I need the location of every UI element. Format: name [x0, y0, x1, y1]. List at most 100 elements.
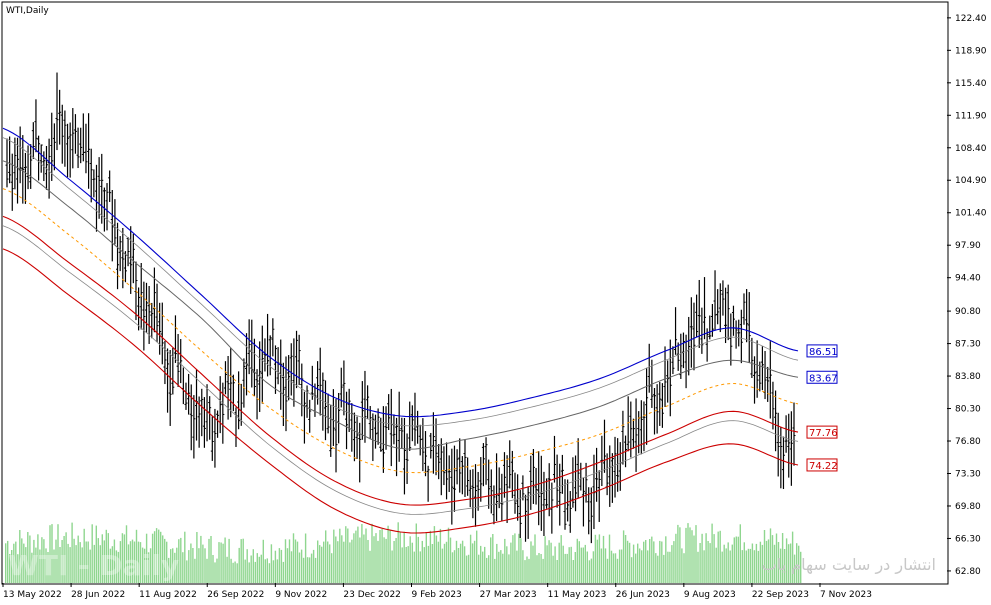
price-bar [97, 157, 101, 219]
price-bar [395, 417, 399, 477]
volume-bar [359, 537, 361, 583]
price-bar [729, 313, 733, 366]
price-bar [660, 383, 664, 428]
price-bar [626, 396, 630, 452]
volume-bar [737, 536, 739, 583]
price-bar [552, 435, 556, 483]
volume-bar [274, 550, 277, 583]
volume-bar [210, 536, 212, 583]
band-price-label-box [806, 344, 838, 358]
volume-bar [101, 534, 103, 583]
price-bar [666, 360, 670, 403]
volume-bar [343, 541, 345, 583]
volume-bar [164, 538, 166, 583]
volume-bar [67, 543, 69, 583]
volume-bar [228, 538, 230, 583]
volume-bar [21, 538, 23, 583]
price-bar [55, 72, 59, 151]
volume-bar [264, 559, 266, 583]
price-bar [376, 408, 380, 445]
volume-bar [335, 536, 337, 583]
volume-bar [455, 540, 458, 583]
price-bar [716, 289, 720, 325]
volume-bar [620, 549, 623, 583]
volume-bar [657, 555, 659, 583]
volume-bar [530, 541, 532, 583]
price-bar [479, 457, 483, 502]
volume-bar [397, 522, 399, 583]
price-candles [5, 72, 796, 544]
y-tick-label: 101.40 [955, 209, 987, 219]
volume-bar [208, 538, 210, 583]
volume-bar [196, 532, 198, 583]
volume-bar [377, 540, 379, 583]
x-tick-label: 23 Dec 2022 [343, 590, 401, 600]
price-bar [163, 341, 167, 385]
volume-bar [174, 552, 176, 583]
volume-bar [647, 550, 649, 583]
price-bar [208, 396, 212, 440]
price-bar [105, 183, 109, 231]
price-bar [237, 371, 241, 430]
price-bar [8, 136, 12, 184]
volume-bar [562, 545, 564, 583]
price-bar [371, 413, 375, 462]
volume-bar [540, 554, 542, 583]
price-bar [676, 342, 680, 371]
volume-bar [180, 537, 182, 583]
price-bar [771, 381, 775, 430]
price-bar [247, 319, 251, 375]
volume-bar [339, 528, 341, 583]
price-bar [658, 381, 662, 426]
volume-bar [594, 534, 597, 583]
volume-bar [367, 540, 369, 583]
price-bar [50, 112, 54, 181]
volume-bar [308, 557, 311, 583]
volume-bar [626, 540, 629, 583]
volume-bar [77, 535, 79, 583]
volume-bar [135, 529, 138, 583]
volume-bar [793, 554, 796, 583]
volume-bar [643, 541, 645, 583]
volume-bar [65, 532, 67, 583]
volume-bar [323, 541, 325, 583]
volume-bar [679, 527, 681, 583]
volume-bar [178, 539, 180, 583]
volume-bar [459, 543, 462, 583]
price-bar [168, 350, 172, 426]
price-bar [392, 414, 396, 445]
price-bar [502, 452, 506, 498]
price-bar [260, 325, 264, 404]
volume-bar [325, 530, 327, 583]
y-tick-label: 66.30 [955, 534, 981, 544]
price-bar [545, 478, 549, 509]
volume-bar [796, 543, 798, 583]
y-tick-label: 73.30 [955, 469, 981, 479]
volume-bar [166, 541, 168, 583]
x-tick-label: 9 Aug 2023 [684, 590, 736, 600]
volume-bar [604, 548, 607, 583]
volume-bar [105, 529, 107, 583]
volume-bar [721, 551, 723, 583]
volume-bar [785, 538, 788, 583]
price-bar [363, 370, 367, 443]
price-bar [23, 152, 27, 204]
volume-bar [415, 523, 417, 583]
price-bar [639, 400, 643, 455]
volume-bar [743, 542, 745, 583]
volume-bar [5, 543, 7, 583]
volume-bar [691, 530, 693, 583]
price-bar [513, 472, 517, 514]
volume-bar [675, 533, 677, 583]
volume-bar [204, 548, 206, 583]
price-bar [737, 319, 741, 347]
price-bar [316, 361, 320, 405]
volume-bar [719, 530, 721, 583]
volume-bar [216, 558, 218, 583]
price-bar [755, 340, 759, 398]
volume-bar [91, 524, 93, 583]
volume-bar [413, 551, 415, 583]
volume-bar [637, 543, 639, 583]
price-bar [360, 381, 364, 440]
volume-bar [713, 534, 715, 583]
